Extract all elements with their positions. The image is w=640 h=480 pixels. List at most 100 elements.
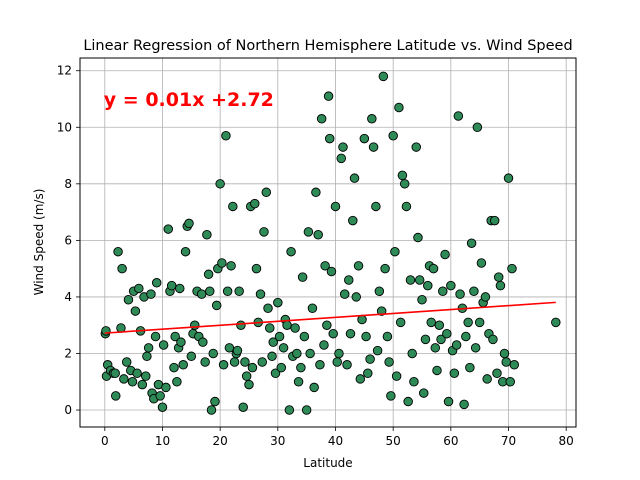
data-point	[474, 317, 485, 328]
data-point	[466, 238, 477, 248]
data-point	[465, 362, 475, 373]
data-point	[463, 317, 473, 328]
data-point	[257, 357, 268, 367]
data-point	[418, 388, 429, 398]
data-point	[438, 286, 448, 297]
data-point	[380, 263, 390, 274]
data-point	[134, 283, 144, 294]
data-point	[378, 71, 389, 82]
data-point	[386, 391, 396, 401]
data-point	[210, 396, 220, 407]
data-point	[282, 320, 292, 330]
x-axis-label: Latitude	[303, 456, 352, 470]
data-point	[234, 286, 244, 297]
data-point	[241, 371, 252, 381]
data-point	[351, 292, 362, 302]
x-tick-label: 60	[443, 434, 458, 448]
data-point	[251, 263, 262, 274]
data-point	[455, 289, 465, 299]
data-point	[339, 289, 350, 299]
data-point	[255, 289, 266, 299]
chart-title: Linear Regression of Northern Hemisphere…	[83, 38, 572, 54]
data-point	[551, 317, 561, 328]
data-point	[286, 246, 296, 257]
y-axis-ticks: 0 2 4 6 8 10 12	[57, 64, 80, 417]
data-point	[388, 131, 398, 141]
data-point	[296, 362, 306, 373]
x-tick-label: 40	[328, 434, 343, 448]
data-point	[488, 334, 498, 345]
data-point	[313, 229, 323, 240]
data-point	[371, 201, 381, 212]
data-point	[413, 232, 423, 243]
data-point	[411, 142, 421, 152]
data-point	[172, 377, 182, 387]
data-point	[330, 201, 341, 212]
data-point	[127, 377, 138, 387]
x-tick-label: 80	[559, 434, 574, 448]
data-point	[117, 263, 127, 274]
y-tick-label: 0	[64, 403, 72, 417]
data-point	[399, 179, 410, 189]
data-point	[334, 348, 344, 359]
data-point	[217, 258, 227, 268]
data-point	[119, 374, 129, 384]
data-point	[206, 405, 217, 415]
data-point	[442, 328, 452, 339]
data-point	[169, 362, 179, 373]
data-point	[472, 122, 483, 133]
data-point	[446, 280, 456, 291]
y-tick-label: 12	[57, 64, 72, 78]
data-point	[355, 374, 366, 384]
data-point	[505, 377, 516, 387]
data-point	[140, 371, 151, 381]
data-point	[391, 371, 402, 381]
data-point	[443, 396, 454, 407]
y-tick-label: 8	[64, 177, 72, 191]
data-point	[453, 111, 464, 121]
data-point	[328, 328, 338, 339]
data-point	[203, 269, 214, 280]
x-tick-label: 10	[155, 434, 170, 448]
data-point	[186, 351, 197, 362]
data-point	[507, 263, 517, 274]
data-point	[451, 340, 462, 350]
data-point	[150, 331, 161, 342]
x-tick-label: 0	[101, 434, 109, 448]
data-point	[146, 289, 156, 299]
data-point	[268, 337, 278, 347]
data-point	[292, 348, 302, 359]
grid	[80, 58, 576, 427]
plot-frame	[79, 57, 577, 428]
x-axis-ticks: 0 10 20 30 40 50 60 70 80	[101, 427, 574, 448]
data-point	[270, 368, 281, 379]
data-point	[384, 357, 394, 367]
data-point	[395, 317, 406, 328]
data-point	[480, 292, 491, 302]
x-tick-label: 70	[501, 434, 516, 448]
data-point	[218, 360, 229, 370]
data-point	[259, 227, 269, 237]
data-point	[142, 351, 152, 362]
data-point	[267, 351, 277, 362]
data-point	[430, 343, 441, 353]
data-point	[420, 334, 431, 345]
data-point	[121, 357, 132, 367]
data-point	[158, 340, 169, 350]
data-point	[161, 382, 171, 393]
data-point	[157, 402, 168, 412]
data-point	[319, 340, 329, 350]
data-point	[305, 348, 315, 359]
data-point	[432, 365, 442, 376]
data-point	[221, 131, 231, 141]
data-point	[363, 368, 373, 379]
data-point	[482, 374, 492, 384]
data-point	[499, 348, 510, 359]
data-point	[175, 283, 185, 294]
data-point	[503, 173, 514, 183]
data-point	[232, 345, 243, 356]
data-point	[137, 379, 148, 390]
y-tick-label: 4	[64, 290, 72, 304]
data-point	[338, 142, 348, 152]
data-point	[316, 114, 327, 124]
